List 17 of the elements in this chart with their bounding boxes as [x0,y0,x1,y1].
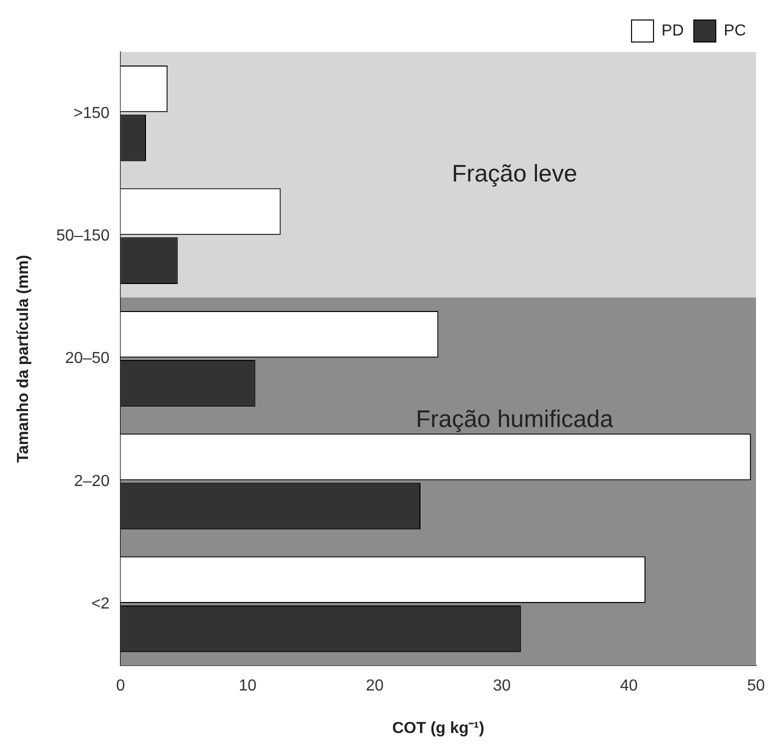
y-tick-label: 20–50 [65,350,110,368]
x-tick-label: 20 [366,678,384,695]
y-tick-label: >150 [74,104,110,122]
x-tick-label: 10 [238,678,257,695]
legend-label: PD [662,22,684,40]
x-tick-label: 40 [620,678,638,695]
x-tick-label: 30 [492,678,511,695]
band-label: Fração humificada [416,406,614,433]
band-label: Fração leve [452,160,578,188]
x-tick-label: 0 [116,678,126,695]
y-tick-label: <2 [91,596,110,613]
y-tick-label: 2–20 [74,472,110,490]
x-axis-title: COT (g kg⁻¹) [392,720,484,737]
legend-label: PC [724,22,746,40]
y-tick-label: 50–150 [56,227,110,244]
x-tick-label: 50 [747,678,765,695]
y-axis-title: Tamanho da partícula (mm) [15,254,32,463]
